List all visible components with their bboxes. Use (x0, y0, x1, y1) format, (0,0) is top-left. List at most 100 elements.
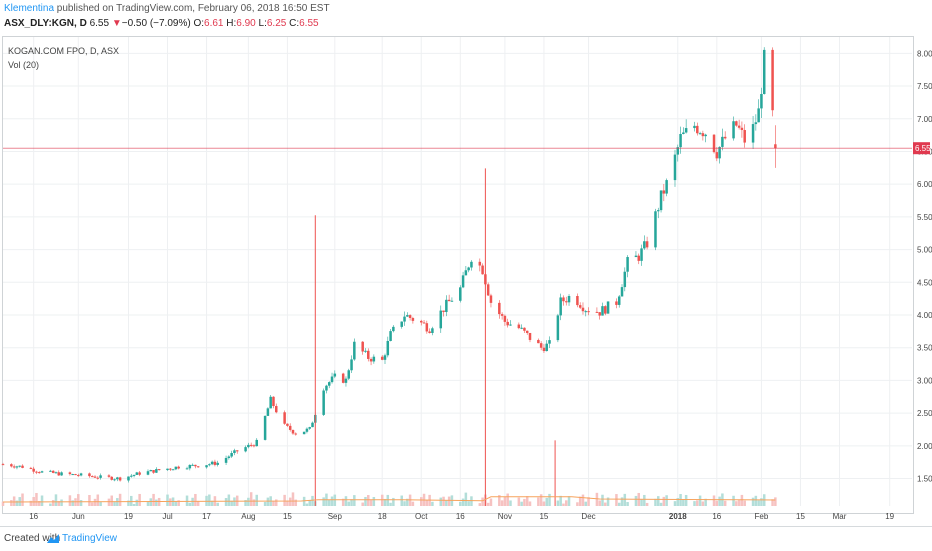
volume-bar (49, 503, 52, 506)
candle-body (718, 146, 721, 159)
y-tick-label: 3.00 (917, 376, 932, 385)
volume-bar (665, 495, 668, 506)
candle-body (498, 302, 501, 315)
volume-bar (386, 494, 390, 506)
y-tick-label: 4.50 (917, 278, 932, 287)
last-price-label: 6.55 (915, 144, 931, 153)
candle-body (587, 311, 590, 313)
candle-body (383, 355, 387, 360)
candle-body (166, 468, 169, 471)
volume-bar (249, 492, 253, 506)
volume-bar (509, 500, 512, 506)
candle-body (403, 316, 406, 322)
candle-body (177, 466, 180, 469)
candle-body (634, 255, 638, 258)
volume-bar (367, 495, 370, 506)
volume-bar (735, 501, 738, 506)
volume-bar (113, 501, 116, 506)
volume-bar (383, 498, 387, 506)
volume-title[interactable]: Vol (20) (8, 60, 40, 70)
volume-bar (185, 495, 189, 506)
x-tick-label: Jun (72, 512, 85, 521)
candle-body (10, 464, 13, 467)
chart-frame[interactable] (2, 36, 914, 514)
candle-body (422, 322, 426, 324)
volume-bar (177, 500, 180, 506)
volume-bar (244, 500, 247, 506)
candle-body (528, 332, 532, 340)
candle-body (464, 270, 468, 276)
candle-body (431, 328, 434, 334)
series-title[interactable]: KOGAN.COM FPO, D, ASX (8, 46, 120, 56)
volume-bar (51, 499, 55, 506)
candle-body (35, 471, 38, 473)
volume-bar (654, 498, 657, 506)
author-link[interactable]: Klementina (4, 3, 55, 14)
candle-body (564, 301, 568, 303)
candle-body (138, 472, 141, 475)
candle-body (116, 477, 119, 480)
candle-body (445, 299, 448, 313)
volume-bar (155, 499, 158, 506)
volume-bar (294, 499, 298, 506)
candle-body (673, 154, 677, 181)
candle-body (60, 472, 63, 476)
volume-bar (520, 501, 523, 506)
candle-body (54, 472, 58, 474)
volume-bar (419, 497, 423, 506)
candle-body (263, 415, 267, 440)
volume-bar (445, 500, 448, 506)
x-tick-label: Oct (415, 512, 428, 521)
candle-body (439, 310, 443, 329)
candle-body (325, 385, 328, 391)
volume-bar (15, 500, 19, 506)
candle-body (255, 439, 258, 447)
candle-body (771, 49, 774, 111)
volume-bar (311, 495, 314, 506)
x-tick-label: Mar (833, 512, 847, 521)
candle-body (737, 125, 741, 128)
high-label: H: (226, 18, 237, 29)
volume-bar (196, 500, 200, 506)
candle-body (556, 315, 560, 341)
volume-bar (478, 503, 482, 506)
candle-body (774, 144, 777, 149)
candle-body (249, 444, 253, 446)
volume-bar (288, 497, 292, 506)
candle-body (520, 327, 523, 329)
candle-body (665, 180, 668, 194)
volume-bar (411, 501, 415, 506)
volume-bar (361, 502, 364, 506)
candle-body (353, 341, 356, 360)
candle-body (127, 476, 130, 481)
x-tick-label: 16 (712, 512, 721, 521)
candle-body (57, 472, 61, 476)
candle-body (428, 331, 431, 334)
y-tick-label: 4.00 (917, 311, 932, 320)
candle-body (29, 467, 33, 469)
candle-body (269, 396, 272, 409)
volume-bar (447, 496, 451, 506)
volume-bar (525, 496, 529, 506)
last-price: 6.55 (89, 18, 110, 29)
candle-body (247, 444, 250, 448)
tradingview-brand-link[interactable]: TradingView (62, 533, 118, 544)
candle-body (735, 121, 738, 126)
candle-body (32, 468, 35, 472)
volume-bar (640, 499, 643, 506)
volume-bar (489, 498, 493, 506)
candle-body (327, 382, 331, 386)
candle-body (517, 324, 521, 329)
volume-bar (138, 493, 141, 506)
volume-bar (275, 499, 278, 506)
volume-bar (37, 501, 41, 506)
candle-body (305, 428, 309, 432)
price-chart[interactable]: 1.50 2.00 2.50 3.00 3.50 4.00 4.50 5.00 5.50 6.00… (0, 0, 932, 526)
tradingview-logo-icon[interactable] (47, 534, 59, 544)
symbol-label[interactable]: ASX_DLY:KGN, D (4, 18, 87, 29)
candle-body (113, 479, 116, 481)
volume-bar (93, 498, 97, 506)
candle-body (224, 457, 228, 463)
candle-body (696, 125, 699, 134)
candle-body (308, 427, 311, 429)
